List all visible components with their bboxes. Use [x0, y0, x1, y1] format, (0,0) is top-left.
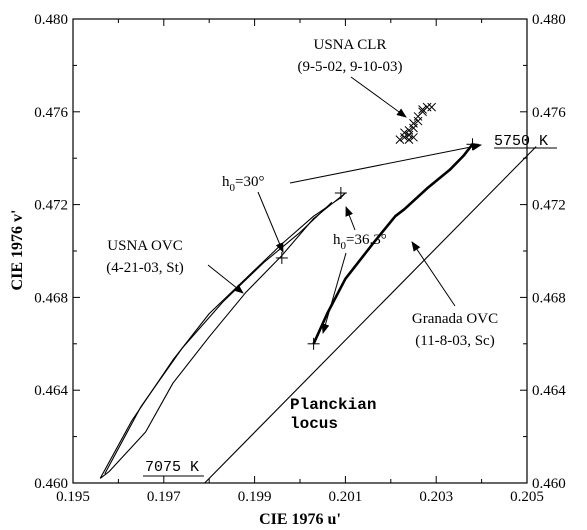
usna-clr-cross-marker	[409, 132, 418, 142]
annotation-arrow-h0-36-a	[345, 206, 356, 231]
series-planckian-locus	[204, 146, 537, 484]
x-tick-label: 0.205	[510, 489, 544, 505]
usna-clr-cross-marker	[427, 102, 437, 112]
x-tick-label: 0.195	[56, 489, 90, 505]
y-tick-label-right: 0.464	[532, 383, 566, 399]
series-granada-ovc-11-8-03-sc	[312, 143, 474, 345]
y-tick-label-left: 0.480	[34, 12, 68, 28]
annotation-arrow-clr	[350, 76, 407, 118]
annotation-planckian: Planckian	[290, 396, 376, 414]
annotation-granada-date: (11-8-03, Sc)	[415, 333, 494, 349]
y-tick-label-left: 0.464	[34, 383, 68, 399]
x-tick-label: 0.199	[238, 489, 272, 505]
x-tick-label: 0.201	[329, 489, 363, 505]
x-tick-label: 0.197	[147, 489, 181, 505]
usna-clr-cross-marker	[409, 119, 418, 128]
annotation-h0-30: h0=30°	[222, 174, 264, 194]
x-axis-title: CIE 1976 u'	[259, 511, 341, 528]
annotation-locus: locus	[290, 415, 338, 433]
annotation-arrow-h0-30-a	[257, 191, 284, 253]
annotation-usna-ovc-date: (4-21-03, St)	[106, 260, 184, 276]
annotation-arrow-granada	[411, 241, 456, 307]
y-tick-label-left: 0.476	[34, 105, 68, 121]
y-tick-label-left: 0.472	[34, 198, 68, 214]
plus-marker	[307, 337, 320, 350]
annotation-5750k: 5750 K	[494, 133, 548, 150]
usna-clr-cross-marker	[422, 102, 432, 112]
annotation-arrow-ovc	[207, 264, 244, 294]
usna-clr-cross-marker	[400, 128, 409, 138]
y-tick-label-left: 0.468	[34, 290, 68, 306]
y-tick-label-right: 0.476	[532, 105, 566, 121]
annotation-granada-title: Granada OVC	[412, 311, 498, 327]
y-axis-title: CIE 1976 v'	[9, 210, 26, 291]
series-usna-ovc-4-21-03-st	[99, 192, 346, 479]
x-tick-label: 0.203	[419, 489, 453, 505]
y-tick-label-right: 0.480	[532, 12, 566, 28]
annotation-usna-clr-dates: (9-5-02, 9-10-03)	[298, 59, 403, 75]
y-tick-label-right: 0.472	[532, 198, 566, 214]
series-usna-ovc-4-21-03-st-inner	[104, 201, 333, 474]
y-tick-label-right: 0.468	[532, 290, 566, 306]
y-tick-label-right: 0.460	[532, 476, 566, 492]
annotation-arrow-h0-30-b	[289, 142, 482, 184]
annotation-usna-clr-title: USNA CLR	[314, 37, 387, 53]
usna-clr-cross-marker	[395, 135, 405, 144]
plus-marker	[275, 251, 288, 264]
annotation-7075k: 7075 K	[145, 459, 199, 476]
usna-clr-cross-marker	[404, 126, 414, 135]
usna-clr-cross-marker	[404, 135, 414, 144]
annotation-h0-36: h0=36.3°	[333, 232, 387, 252]
usna-clr-cross-marker	[418, 105, 427, 114]
y-tick-label-left: 0.460	[34, 476, 68, 492]
annotation-arrow-h0-36-b	[321, 252, 347, 334]
plus-marker	[334, 187, 347, 199]
annotation-usna-ovc-title: USNA OVC	[107, 238, 182, 254]
